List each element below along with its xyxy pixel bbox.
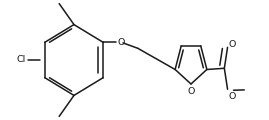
Text: Cl: Cl [16,55,26,65]
Text: O: O [229,40,236,49]
Text: O: O [229,92,236,101]
Text: O: O [187,87,195,96]
Text: O: O [117,38,125,47]
